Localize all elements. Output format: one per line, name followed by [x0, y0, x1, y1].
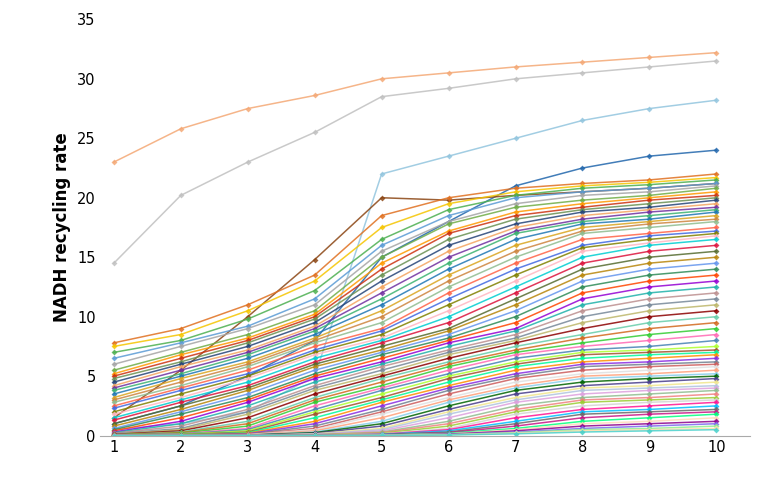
Y-axis label: NADH recycling rate: NADH recycling rate [53, 133, 71, 322]
